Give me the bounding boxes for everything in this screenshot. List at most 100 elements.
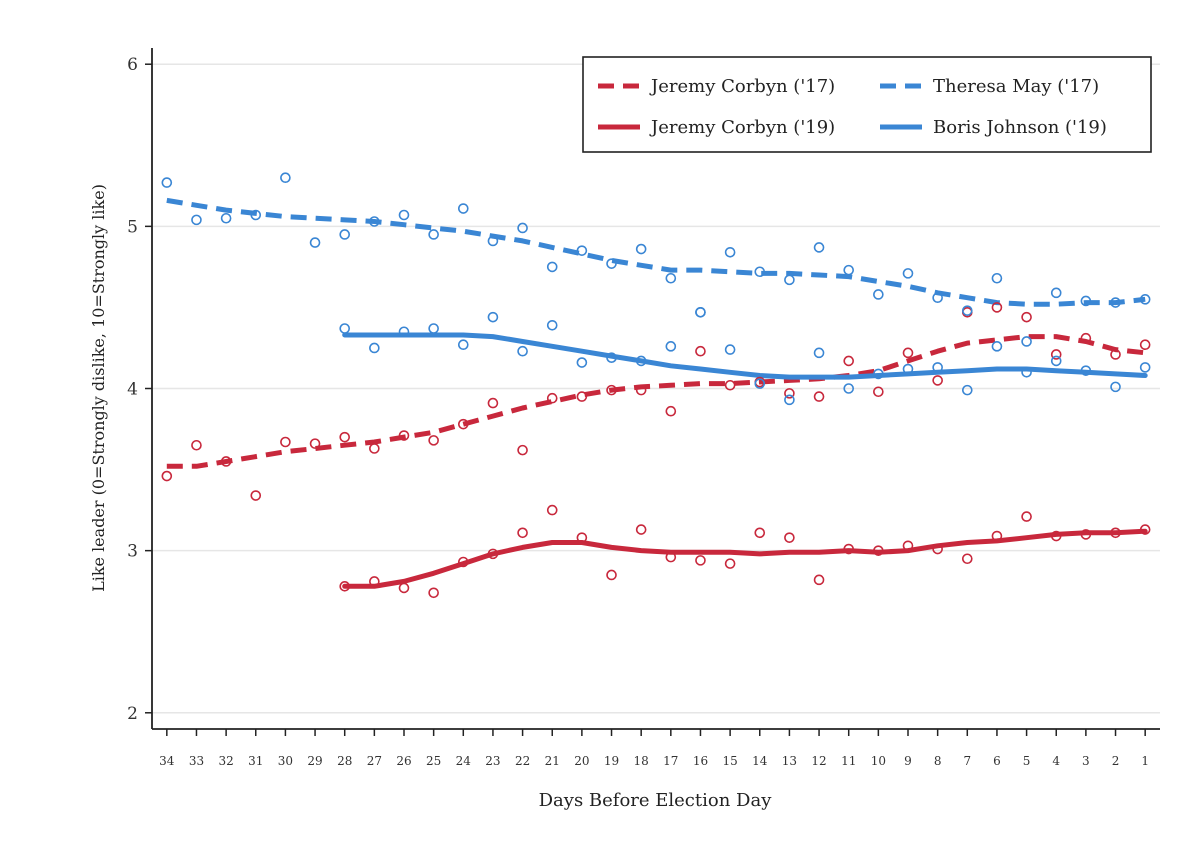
data-point — [695, 345, 706, 357]
data-point — [754, 378, 766, 389]
data-point — [724, 344, 736, 355]
x-tick-label: 12 — [811, 754, 826, 768]
data-point — [487, 311, 499, 323]
data-point — [1080, 295, 1092, 307]
series-line-2 — [342, 528, 1148, 589]
data-point — [250, 209, 262, 221]
data-point — [606, 352, 617, 363]
y-tick-label: 3 — [127, 542, 138, 562]
x-tick-label: 4 — [1052, 754, 1060, 768]
data-point — [665, 551, 677, 563]
x-tick-label: 30 — [278, 754, 293, 768]
data-point — [961, 384, 973, 396]
data-point — [665, 405, 677, 417]
data-point — [369, 342, 380, 354]
data-point — [220, 456, 232, 467]
data-point — [546, 392, 558, 404]
data-point — [309, 237, 321, 248]
data-point — [339, 323, 351, 334]
data-point — [398, 326, 410, 338]
data-point — [784, 274, 795, 286]
y-tick-label: 6 — [127, 55, 138, 75]
data-point — [280, 172, 291, 184]
x-tick-label: 7 — [963, 754, 971, 768]
data-point — [1021, 366, 1032, 378]
data-point — [873, 386, 884, 398]
points-layer — [161, 172, 1151, 599]
data-point — [932, 292, 943, 304]
x-tick-label: 17 — [663, 754, 678, 768]
x-tick-label: 22 — [515, 754, 530, 768]
data-point — [369, 216, 380, 227]
x-tick-label: 20 — [574, 754, 589, 768]
data-point — [280, 436, 291, 448]
data-point — [517, 222, 528, 234]
data-point — [843, 355, 855, 367]
data-point — [873, 368, 884, 380]
data-point — [1080, 332, 1092, 344]
data-point — [813, 391, 825, 402]
data-point — [1110, 527, 1121, 539]
x-tick-label: 9 — [904, 754, 912, 768]
data-point — [724, 379, 736, 391]
data-point — [1110, 349, 1121, 360]
data-point — [902, 347, 914, 359]
data-point — [724, 247, 736, 258]
data-point — [1050, 349, 1062, 360]
data-point — [961, 553, 973, 565]
data-point — [843, 383, 855, 394]
x-tick-label: 26 — [396, 754, 411, 768]
data-point — [1021, 511, 1032, 522]
data-point — [961, 305, 973, 316]
x-tick-label: 5 — [1023, 754, 1031, 768]
data-point — [398, 209, 410, 221]
x-tick-label: 16 — [693, 754, 708, 768]
x-tick-label: 25 — [426, 754, 441, 768]
data-point — [606, 258, 617, 269]
data-point — [902, 363, 914, 375]
x-tick-label: 18 — [634, 754, 649, 768]
data-point — [1139, 339, 1151, 351]
x-tick-label: 3 — [1082, 754, 1090, 768]
legend-box — [582, 56, 1152, 153]
data-point — [517, 345, 528, 357]
data-point — [991, 272, 1003, 284]
x-tick-label: 14 — [752, 754, 768, 768]
data-point — [398, 430, 410, 441]
x-tick-label: 1 — [1141, 754, 1149, 768]
data-point — [428, 229, 439, 240]
data-point — [369, 576, 380, 587]
data-point — [339, 581, 351, 592]
data-point — [991, 302, 1003, 313]
gridlines — [152, 63, 1160, 714]
data-point — [576, 532, 588, 543]
data-point — [191, 439, 202, 451]
data-point — [1110, 297, 1121, 308]
data-point — [161, 177, 173, 188]
data-point — [635, 384, 647, 396]
series-layer — [166, 197, 1148, 589]
data-point — [191, 214, 202, 226]
data-point — [695, 555, 706, 566]
data-point — [635, 243, 647, 255]
data-point — [1021, 336, 1032, 347]
x-tick-label: 31 — [248, 754, 263, 768]
x-tick-label: 21 — [545, 754, 560, 768]
data-point — [813, 347, 825, 359]
x-tick-label: 32 — [218, 754, 233, 768]
data-point — [902, 268, 914, 279]
data-point — [517, 527, 528, 539]
x-tick-label: 6 — [993, 754, 1001, 768]
data-point — [932, 362, 943, 373]
data-point — [1050, 287, 1062, 299]
data-point — [369, 443, 380, 454]
data-point — [784, 388, 795, 399]
x-tick-label: 11 — [841, 754, 856, 768]
data-point — [161, 470, 173, 482]
data-point — [220, 212, 232, 224]
x-tick-label: 24 — [456, 754, 472, 768]
series-line-3 — [342, 332, 1148, 380]
data-point — [695, 306, 706, 318]
data-point — [1110, 381, 1121, 393]
data-point — [784, 532, 795, 543]
